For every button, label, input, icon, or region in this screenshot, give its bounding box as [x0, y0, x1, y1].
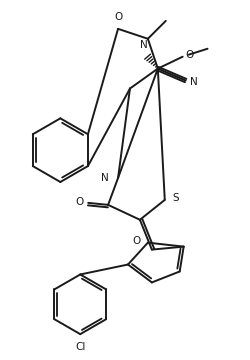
Text: N: N [101, 173, 109, 183]
Text: O: O [186, 50, 194, 60]
Text: Cl: Cl [75, 342, 86, 352]
Text: N: N [190, 77, 198, 86]
Text: O: O [133, 236, 141, 246]
Text: S: S [173, 193, 179, 203]
Text: O: O [114, 12, 122, 22]
Text: O: O [75, 197, 83, 207]
Text: N: N [140, 40, 148, 50]
